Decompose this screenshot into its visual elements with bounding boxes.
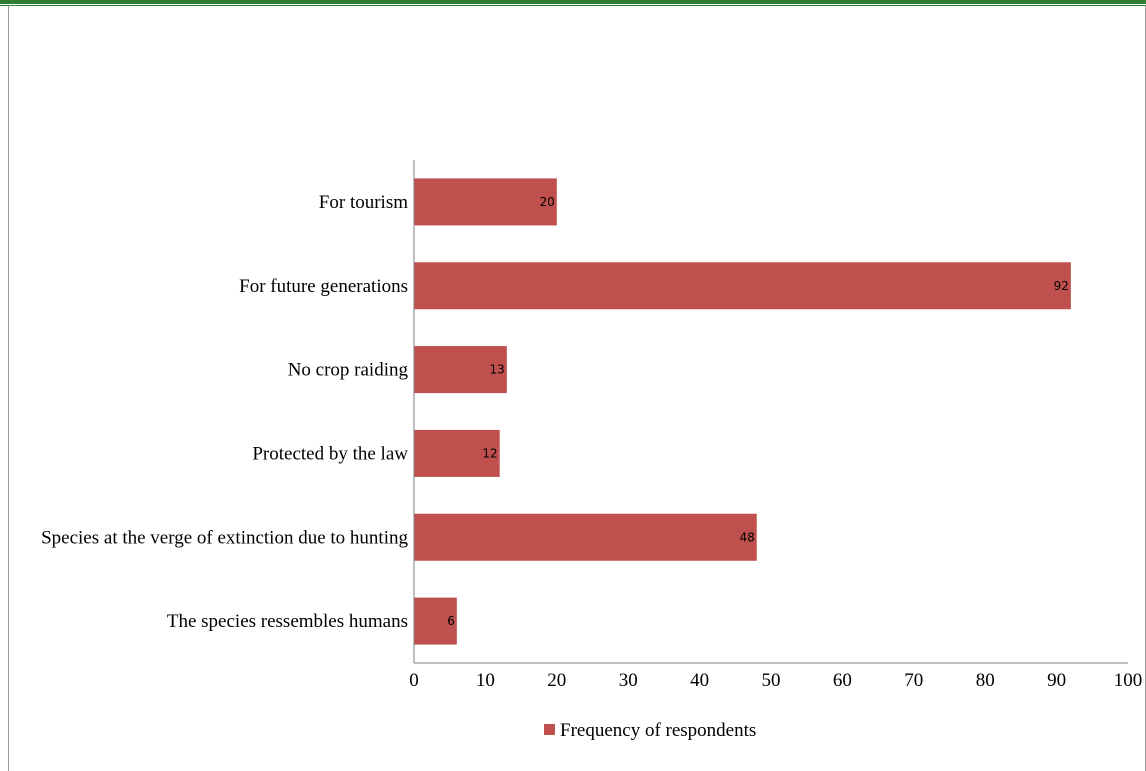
- top-rule: [0, 0, 1146, 4]
- x-tick-label-0: 0: [409, 670, 419, 691]
- x-tick-label-4: 40: [690, 670, 709, 691]
- x-tick-label-3: 30: [619, 670, 638, 691]
- category-label-2: No crop raiding: [288, 360, 409, 381]
- left-border: [8, 6, 9, 771]
- legend-swatch: [544, 724, 555, 735]
- x-tick-label-9: 90: [1047, 670, 1066, 691]
- bar-0: [414, 178, 557, 226]
- data-label-1: 92: [1054, 279, 1069, 293]
- category-label-1: For future generations: [239, 276, 408, 297]
- bar-3: [414, 429, 500, 477]
- data-label-4: 48: [739, 530, 754, 544]
- category-label-5: The species ressembles humans: [167, 611, 408, 632]
- category-label-0: For tourism: [319, 192, 408, 213]
- data-label-3: 12: [482, 446, 497, 460]
- bar-1: [414, 262, 1071, 310]
- x-tick-label-7: 70: [904, 670, 923, 691]
- x-tick-label-5: 50: [762, 670, 781, 691]
- category-labels-group: For tourism For future generations No crop…: [41, 192, 408, 632]
- bar-2: [414, 346, 507, 394]
- data-label-0: 20: [540, 195, 555, 209]
- x-tick-label-6: 60: [833, 670, 852, 691]
- axes-group: [413, 160, 1128, 664]
- x-tick-label-10: 100: [1114, 670, 1143, 691]
- bar-4: [414, 513, 757, 561]
- bars-group: [414, 178, 1071, 645]
- category-label-3: Protected by the law: [252, 443, 408, 464]
- x-tick-label-8: 80: [976, 670, 995, 691]
- x-tick-label-2: 20: [547, 670, 566, 691]
- tick-labels-group: 0 10 20 30 40 50 60 70 80 90 100: [409, 670, 1142, 691]
- x-tick-label-1: 10: [476, 670, 495, 691]
- legend: Frequency of respondents: [544, 720, 756, 741]
- data-label-5: 6: [447, 614, 455, 628]
- data-label-2: 13: [490, 363, 505, 377]
- data-labels-group: 20 92 13 12 48 6: [447, 195, 1069, 628]
- category-label-4: Species at the verge of extinction due t…: [41, 527, 408, 548]
- top-rule-thin: [0, 5, 1146, 6]
- legend-label: Frequency of respondents: [560, 720, 756, 741]
- bar-5: [414, 597, 457, 645]
